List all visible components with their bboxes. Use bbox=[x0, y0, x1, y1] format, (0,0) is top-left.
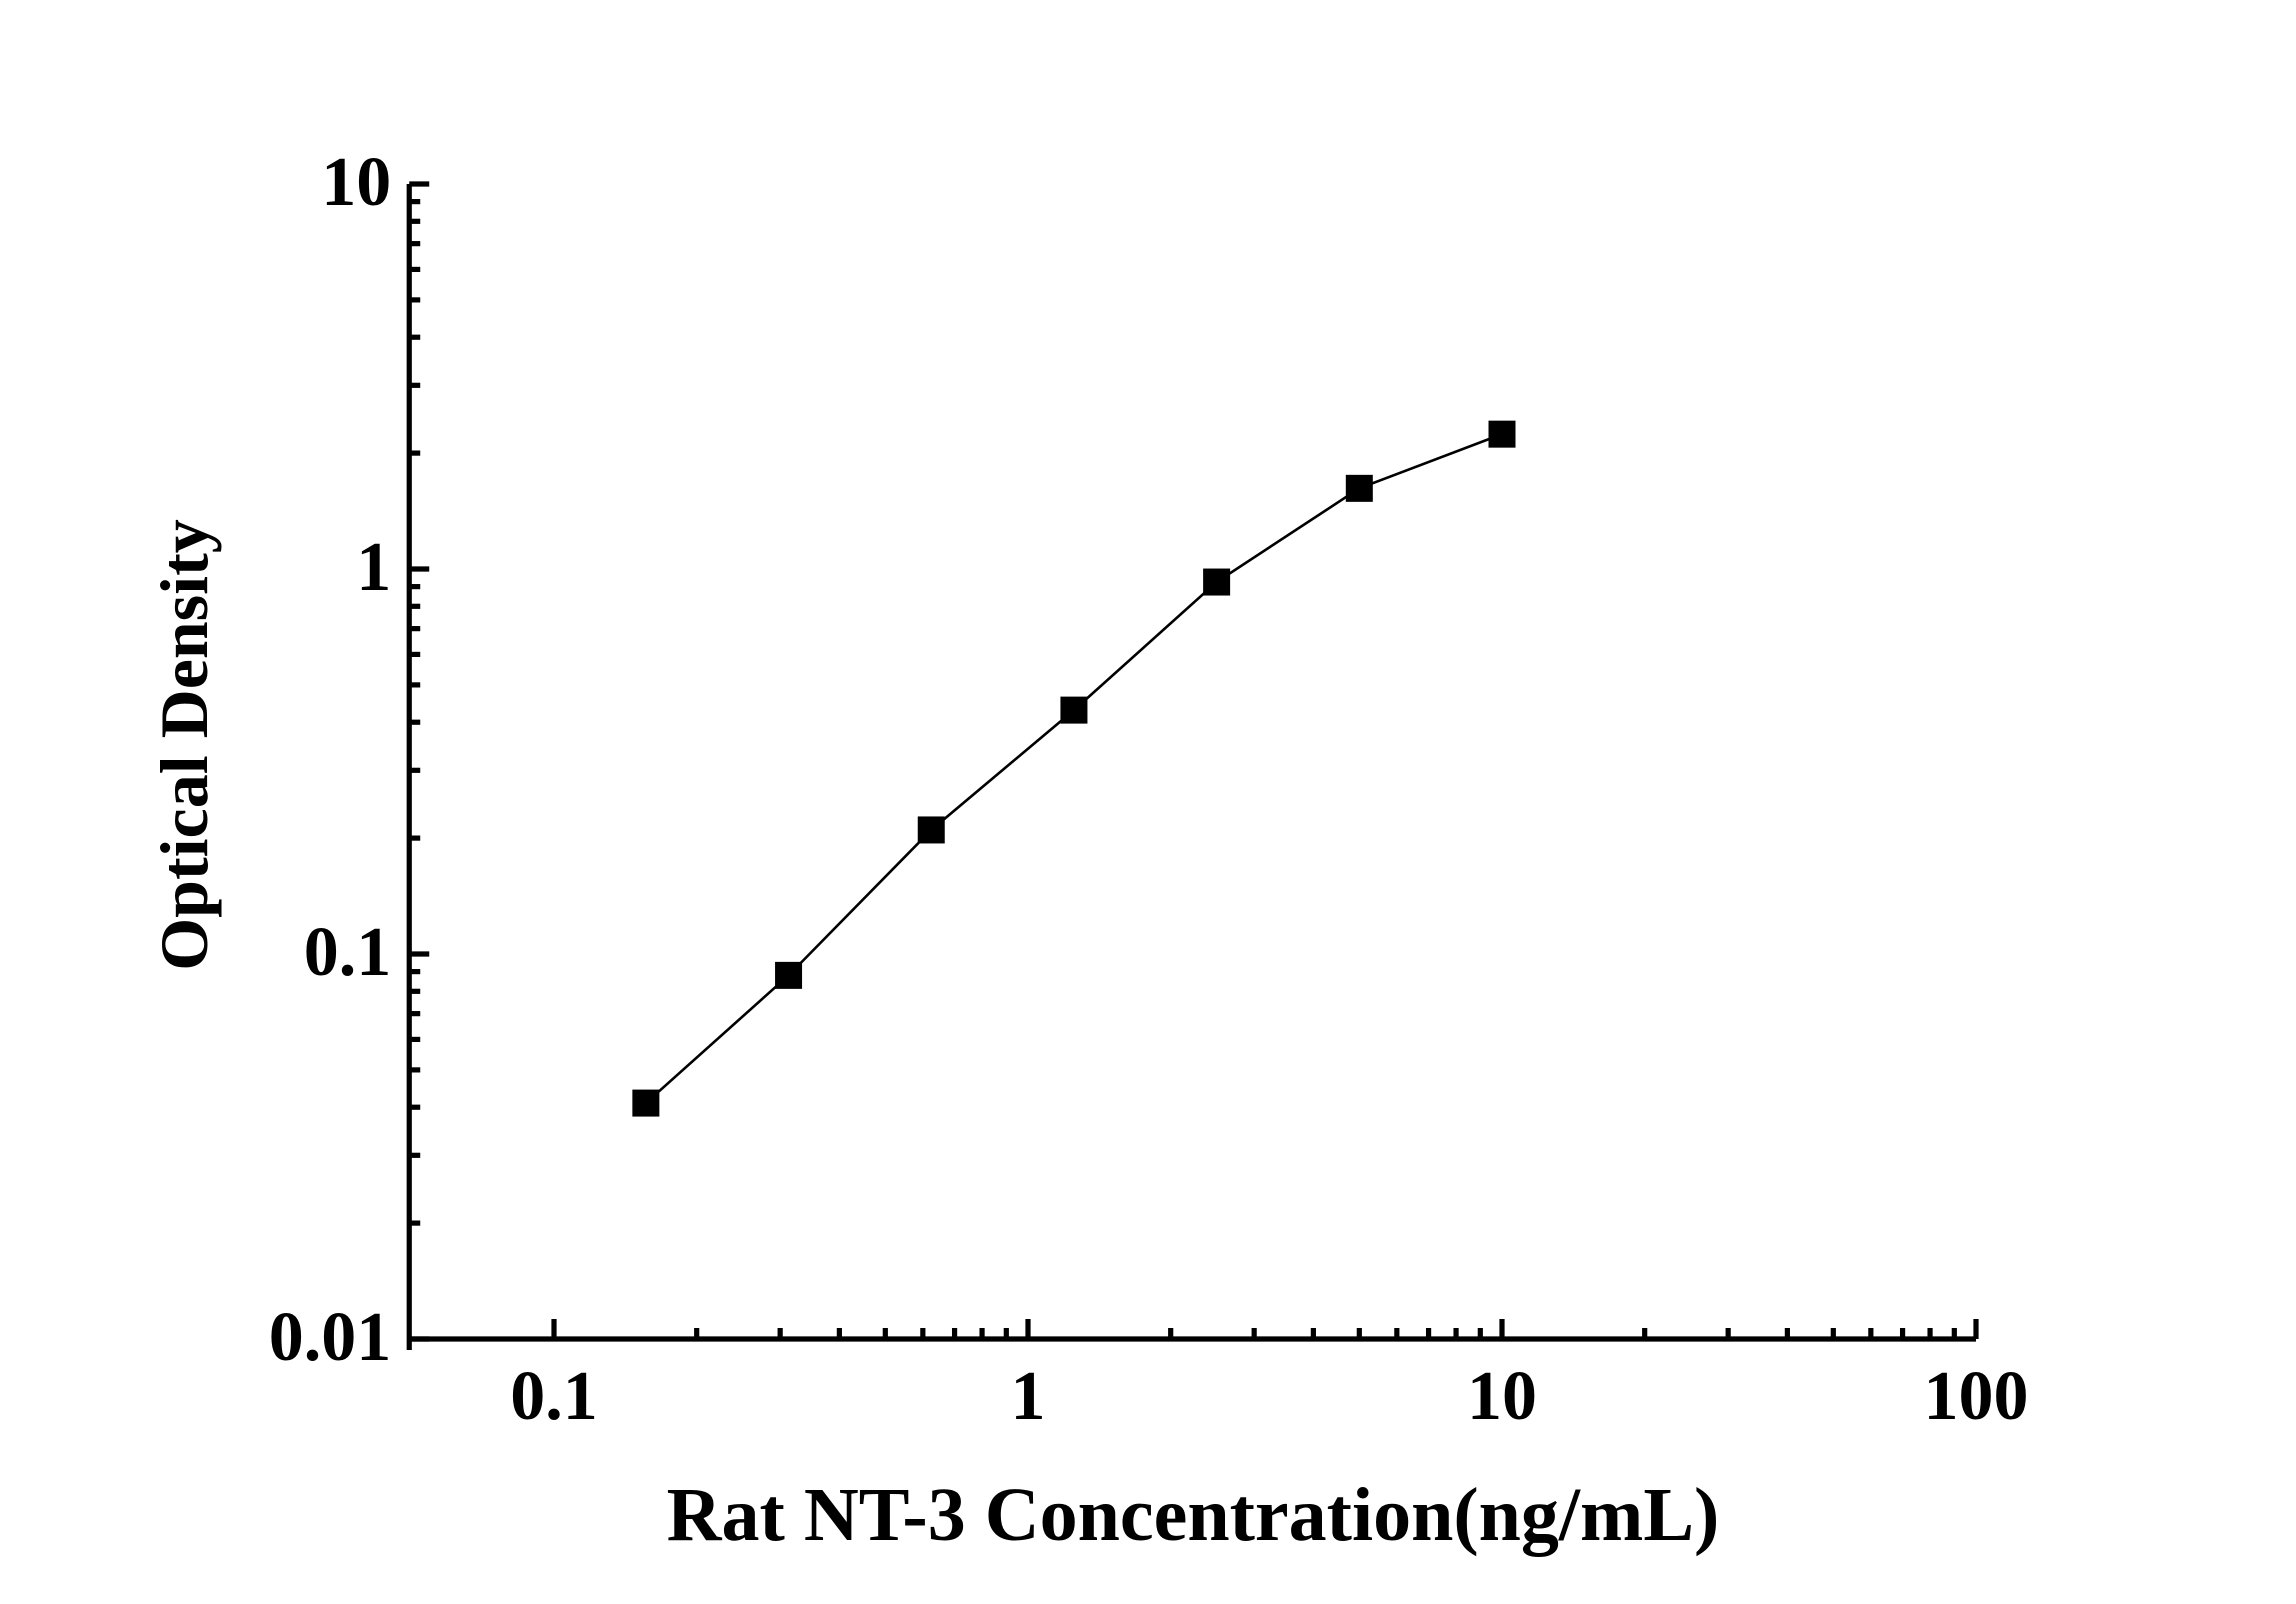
svg-text:0.1: 0.1 bbox=[510, 1358, 598, 1435]
svg-text:Optical Density: Optical Density bbox=[146, 519, 222, 970]
svg-text:0.01: 0.01 bbox=[269, 1299, 392, 1376]
svg-text:10: 10 bbox=[1467, 1358, 1537, 1435]
svg-text:1: 1 bbox=[1011, 1358, 1046, 1435]
svg-text:0.1: 0.1 bbox=[304, 914, 392, 991]
svg-text:1: 1 bbox=[356, 529, 391, 606]
svg-text:Rat NT-3 Concentration(ng/mL): Rat NT-3 Concentration(ng/mL) bbox=[667, 1473, 1720, 1557]
svg-text:100: 100 bbox=[1924, 1358, 2029, 1435]
svg-text:10: 10 bbox=[321, 144, 391, 221]
